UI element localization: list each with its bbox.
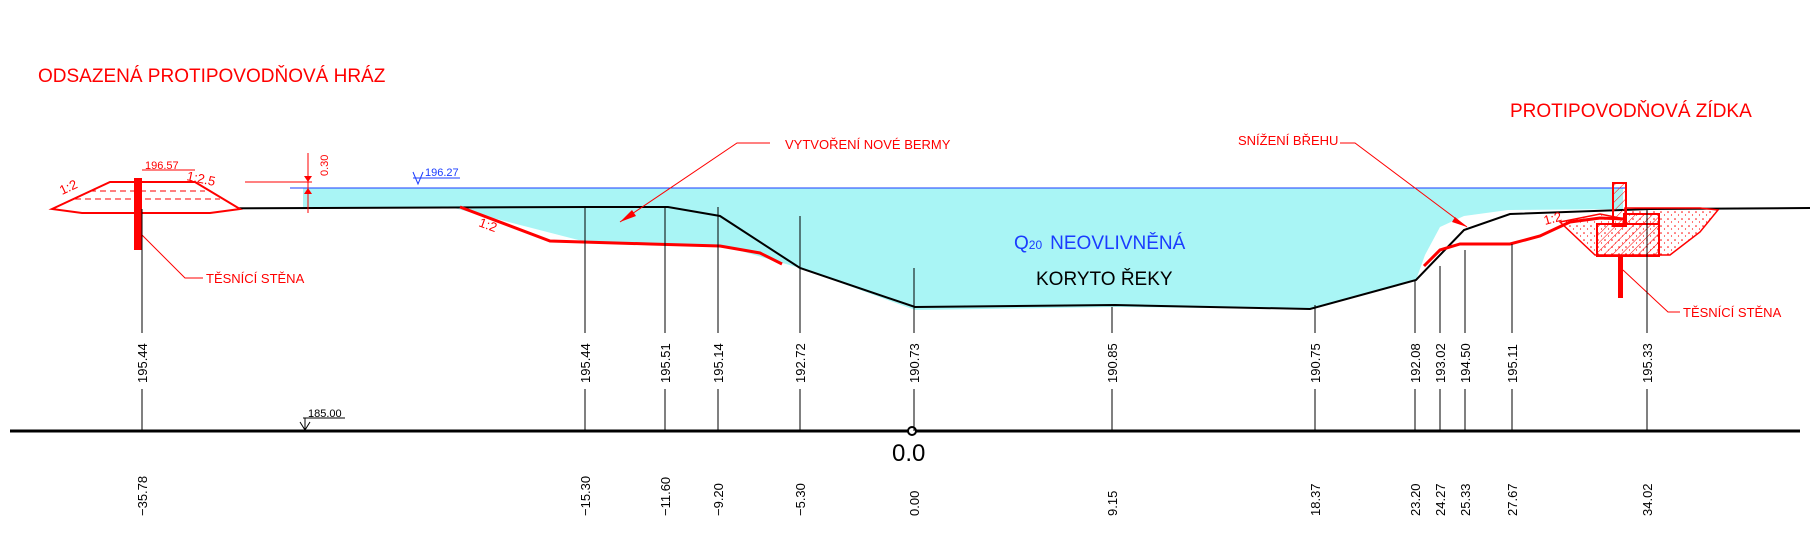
station-elevation: 192.08 xyxy=(1408,343,1423,383)
station-distance: −9.20 xyxy=(711,483,726,516)
station-label-mask xyxy=(1103,333,1121,389)
freeboard-marker xyxy=(245,153,312,213)
sealing-wall-right-label: TĚSNÍCÍ STĚNA xyxy=(1683,305,1782,320)
station-label-mask xyxy=(576,333,594,389)
station-label-mask xyxy=(791,333,809,389)
slope-berm: 1:2 xyxy=(477,215,499,235)
bank-lowering-label: SNÍŽENÍ BŘEHU xyxy=(1238,133,1338,148)
station-distance: 34.02 xyxy=(1640,483,1655,516)
station-elevation: 195.14 xyxy=(711,343,726,383)
slope-levee-right: 1:2.5 xyxy=(185,168,216,189)
station-label-mask xyxy=(1456,333,1474,389)
station-label-mask xyxy=(1431,333,1449,389)
terrain-line xyxy=(51,206,1810,311)
station-label-mask xyxy=(1638,333,1656,389)
station-label-mask xyxy=(1406,333,1424,389)
station-elevation: 193.02 xyxy=(1433,343,1448,383)
right-flood-wall xyxy=(1558,182,1720,298)
station-distance: 18.37 xyxy=(1308,483,1323,516)
levee-crest-label: 196.57 xyxy=(145,160,179,172)
station-elevation: 190.75 xyxy=(1308,343,1323,383)
station-label-mask xyxy=(1503,333,1521,389)
station-distance: 25.33 xyxy=(1458,483,1473,516)
flow-q: Q xyxy=(1014,233,1029,254)
water-level-marker xyxy=(412,171,460,186)
origin-label: 0.0 xyxy=(892,440,925,467)
station-elevation: 195.51 xyxy=(658,343,673,383)
flow-label: Q20 NEOVLIVNĚNÁ xyxy=(1014,232,1186,254)
station-elevation: 195.11 xyxy=(1505,344,1520,383)
flow-sub: 20 xyxy=(1029,238,1043,252)
levee-title: ODSAZENÁ PROTIPOVODŇOVÁ HRÁZ xyxy=(38,65,386,87)
stations: 195.44 −35.78 195.44 −15.30 195.51 −11.60 195.… xyxy=(133,207,1656,516)
sealing-wall-left-label: TĚSNÍCÍ STĚNA xyxy=(206,271,305,286)
station-elevation: 192.72 xyxy=(793,343,808,383)
station-distance: 0.00 xyxy=(907,491,922,516)
station-label-mask xyxy=(709,333,727,389)
water-area xyxy=(303,188,1623,310)
station-distance: 23.20 xyxy=(1408,483,1423,516)
station-label-mask xyxy=(656,333,674,389)
station-elevation: 195.44 xyxy=(578,343,593,383)
station-label-mask xyxy=(1306,333,1324,389)
station-distance: 24.27 xyxy=(1433,483,1448,516)
station-distance: −5.30 xyxy=(793,483,808,516)
left-levee xyxy=(48,169,243,250)
station-label-mask xyxy=(905,333,923,389)
station-elevation: 194.50 xyxy=(1458,343,1473,383)
station-elevation: 195.44 xyxy=(135,343,150,383)
wall-title: PROTIPOVODŇOVÁ ZÍDKA xyxy=(1510,100,1752,122)
datum-label: 185.00 xyxy=(308,408,342,420)
freeboard-label: 0.30 xyxy=(319,155,331,176)
new-berm-label: VYTVOŘENÍ NOVÉ BERMY xyxy=(785,137,951,152)
proposed-berm-profile xyxy=(459,205,783,266)
water-level-label: 196.27 xyxy=(425,167,459,179)
station-distance: −35.78 xyxy=(135,476,150,516)
station-elevation: 190.73 xyxy=(907,343,922,383)
station-distance: −15.30 xyxy=(578,476,593,516)
slope-levee-left: 1:2 xyxy=(57,176,80,197)
station-elevation: 190.85 xyxy=(1105,343,1120,383)
station-elevation: 195.33 xyxy=(1640,343,1655,383)
slope-right: 1:2 xyxy=(1542,209,1563,228)
leader-lines xyxy=(141,142,1680,313)
origin-marker xyxy=(907,426,917,436)
station-distance: 9.15 xyxy=(1105,491,1120,516)
flow-text: NEOVLIVNĚNÁ xyxy=(1050,232,1185,254)
channel-label: KORYTO ŘEKY xyxy=(1036,268,1173,290)
station-distance: 27.67 xyxy=(1505,483,1520,516)
station-distance: −11.60 xyxy=(658,477,673,516)
station-label-mask xyxy=(133,333,151,389)
